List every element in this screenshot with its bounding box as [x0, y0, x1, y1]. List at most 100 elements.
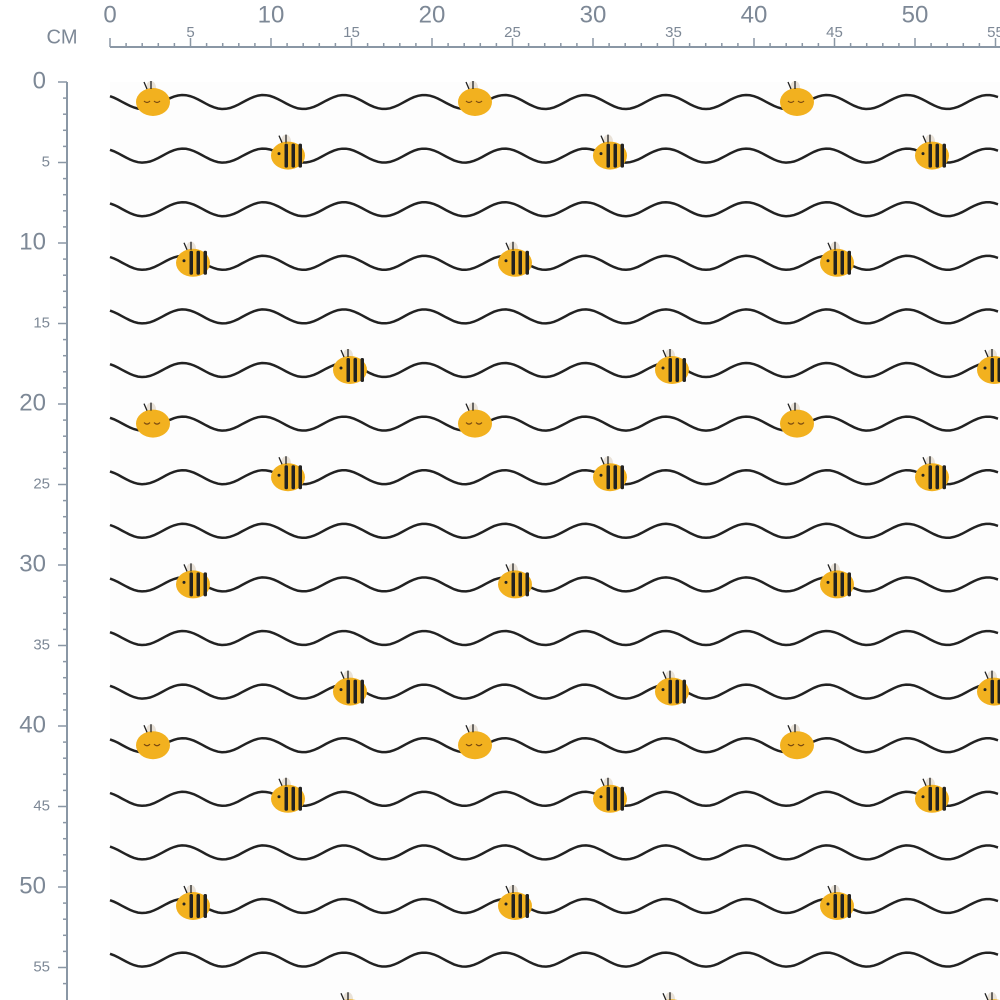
left-ruler-label: 50 — [19, 872, 46, 899]
bee-antenna — [827, 241, 836, 251]
wave-line — [109, 683, 999, 700]
bee-stripe — [346, 358, 350, 382]
bee-antenna — [984, 670, 993, 679]
bee — [655, 349, 689, 384]
bee-stripe — [928, 786, 932, 811]
bee-eye — [182, 580, 186, 584]
bee-stripe — [353, 358, 357, 382]
bee-stripe — [196, 894, 200, 918]
bee-eye — [826, 580, 830, 584]
bee-eye — [465, 100, 483, 104]
bee — [498, 241, 532, 277]
bee-stripe — [511, 250, 515, 275]
bee-eye — [661, 688, 665, 692]
bee — [984, 992, 1000, 1000]
bee-antenna — [278, 456, 287, 465]
bee-antenna — [827, 885, 836, 894]
wave-line — [109, 522, 999, 540]
bee-stripe — [613, 786, 617, 811]
bee-eye — [143, 422, 161, 425]
bee — [820, 563, 854, 599]
bee-stripe — [203, 572, 207, 597]
bee-antenna — [787, 724, 796, 733]
wave-line — [109, 790, 999, 808]
bee-antenna — [340, 992, 349, 1000]
bee-antenna — [505, 563, 514, 572]
bee-body — [780, 731, 814, 760]
bee — [498, 563, 532, 599]
bee-eye — [182, 902, 186, 906]
bee — [458, 724, 492, 760]
bee-eye — [983, 688, 987, 692]
bee-body — [458, 88, 492, 116]
bee — [498, 885, 532, 920]
bee-stripe — [620, 143, 624, 168]
bee-eye — [599, 473, 603, 477]
bee-antenna — [922, 134, 931, 143]
bee-antenna — [183, 241, 192, 251]
fabric — [110, 82, 1000, 1000]
bee-stripe — [620, 465, 624, 490]
bee — [915, 456, 949, 492]
bee-eye — [277, 795, 281, 799]
bee — [136, 402, 170, 438]
bee-eye — [504, 259, 508, 263]
bee-stripe — [942, 143, 946, 168]
bee-body — [136, 88, 170, 116]
bee-stripe — [353, 679, 357, 704]
bee — [271, 777, 305, 813]
bee-antenna — [505, 241, 514, 251]
bee-antenna — [984, 992, 993, 1000]
bee-stripe — [847, 894, 851, 918]
bee-antenna — [922, 456, 931, 465]
bee — [820, 885, 854, 920]
bee-stripe — [298, 465, 302, 490]
bee-eye — [143, 743, 161, 747]
bee-antenna — [922, 777, 931, 787]
left-ruler-label: 15 — [33, 314, 50, 331]
bee — [780, 724, 814, 760]
bee-eye — [826, 259, 830, 263]
top-ruler-label: 0 — [103, 1, 116, 28]
bee-stripe — [840, 894, 844, 918]
bee — [780, 402, 814, 438]
bee — [271, 456, 305, 492]
left-ruler-label: 25 — [33, 475, 50, 492]
bee-antenna — [787, 81, 796, 90]
bee-stripe — [606, 465, 610, 490]
bee-stripe — [847, 572, 851, 597]
bee-antenna — [183, 563, 192, 572]
bee-stripe — [298, 143, 302, 168]
wave-line — [109, 736, 999, 754]
bee-stripe — [291, 786, 295, 811]
bee-eye — [339, 688, 343, 692]
bee-eye — [787, 422, 805, 425]
bee-stripe — [997, 358, 1000, 382]
bee-stripe — [620, 786, 624, 811]
bee-antenna — [505, 885, 514, 894]
bee-stripe — [682, 358, 686, 382]
bee — [593, 134, 627, 170]
wave-line — [109, 200, 999, 218]
left-ruler-label: 40 — [19, 711, 46, 738]
left-ruler-label: 20 — [19, 389, 46, 416]
left-ruler-label: 0 — [33, 67, 46, 94]
left-ruler-label: 30 — [19, 550, 46, 577]
bee — [333, 349, 367, 384]
top-ruler-label: 15 — [343, 24, 360, 41]
bee-stripe — [942, 786, 946, 811]
bee-stripe — [346, 679, 350, 704]
bee-body — [136, 409, 170, 438]
bee-eye — [599, 795, 603, 799]
bee-stripe — [189, 250, 193, 275]
bee — [176, 563, 210, 599]
top-ruler-label: 50 — [902, 1, 929, 28]
bee-stripe — [525, 894, 529, 918]
bee-body — [458, 731, 492, 760]
top-ruler-label: 55 — [987, 24, 1000, 41]
top-ruler-label: 30 — [580, 1, 607, 28]
bee-antenna — [183, 885, 192, 894]
bee-stripe — [284, 786, 288, 811]
bee-stripe — [935, 143, 939, 168]
bee-antenna — [278, 134, 287, 143]
